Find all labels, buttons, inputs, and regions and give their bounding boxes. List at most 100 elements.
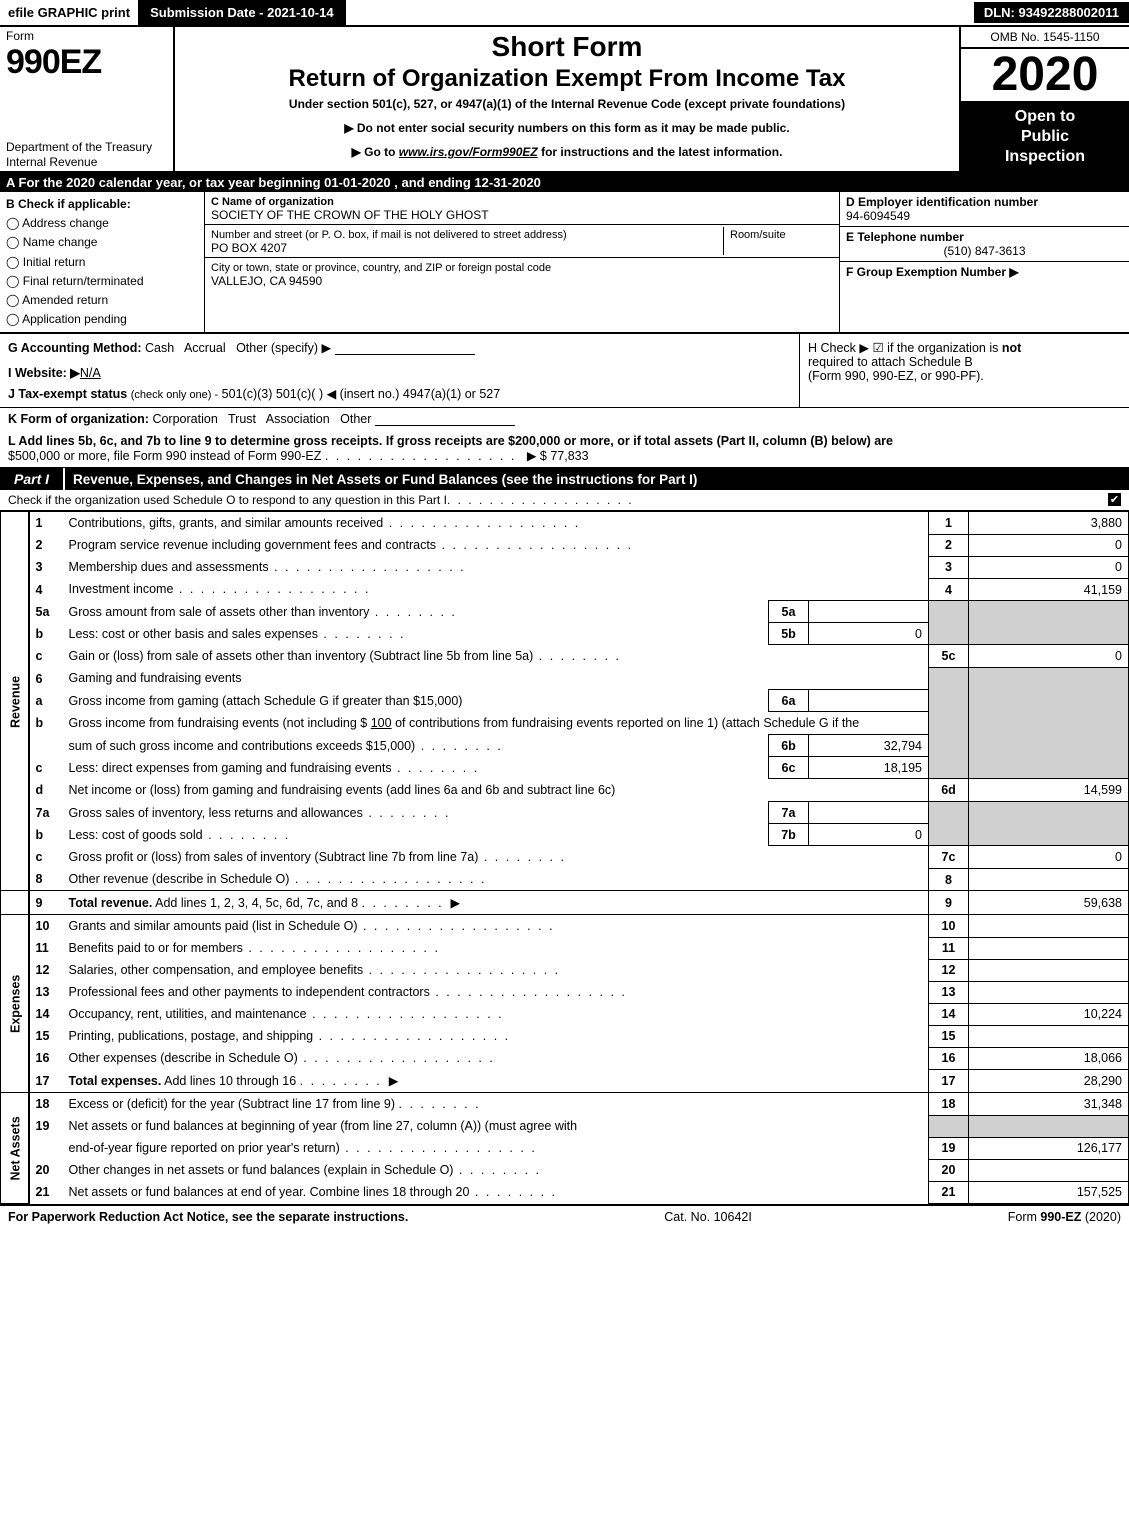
l-text1: L Add lines 5b, 6c, and 7b to line 9 to … <box>8 434 893 448</box>
line-num: 1 <box>929 512 969 535</box>
goto-pre: ▶ Go to <box>352 145 399 159</box>
table-row: 5a Gross amount from sale of assets othe… <box>1 601 1129 623</box>
j-small: (check only one) - <box>131 389 218 401</box>
org-city: VALLEJO, CA 94590 <box>211 274 322 288</box>
table-row: Net Assets 18 Excess or (deficit) for th… <box>1 1093 1129 1116</box>
part-i-header: Part I Revenue, Expenses, and Changes in… <box>0 468 1129 490</box>
d-value: 94-6094549 <box>846 209 910 223</box>
column-def: D Employer identification number 94-6094… <box>839 192 1129 332</box>
table-row: 11 Benefits paid to or for members 11 <box>1 937 1129 959</box>
chk-application-pending[interactable]: ◯ Application pending <box>6 310 198 329</box>
d-ein: D Employer identification number 94-6094… <box>840 192 1129 227</box>
g-cash: Cash <box>145 341 174 355</box>
form-word: Form <box>6 29 167 43</box>
part-i-title: Revenue, Expenses, and Changes in Net As… <box>65 469 1129 490</box>
return-title: Return of Organization Exempt From Incom… <box>185 65 949 93</box>
k-label: K Form of organization: <box>8 412 149 426</box>
j-opt1: 501(c)(3) <box>222 387 273 401</box>
g-other-blank[interactable] <box>335 341 475 355</box>
info-grid: B Check if applicable: ◯ Address change … <box>0 192 1129 334</box>
part-i-sub-text: Check if the organization used Schedule … <box>8 493 447 507</box>
b-title: B Check if applicable: <box>6 197 131 211</box>
form-number: 990EZ <box>6 43 167 82</box>
part-i-check[interactable]: ✔ <box>1108 493 1121 506</box>
chk-initial-return[interactable]: ◯ Initial return <box>6 253 198 272</box>
org-city-row: City or town, state or province, country… <box>205 258 839 332</box>
d-label: D Employer identification number <box>846 195 1038 209</box>
table-row: 20 Other changes in net assets or fund b… <box>1 1159 1129 1181</box>
j-opt4: 527 <box>479 387 500 401</box>
short-form-title: Short Form <box>185 31 949 63</box>
k-other-blank[interactable] <box>375 412 515 426</box>
table-row: 3 Membership dues and assessments 3 0 <box>1 556 1129 578</box>
omb-number: OMB No. 1545-1150 <box>961 27 1129 49</box>
j-opt3: 4947(a)(1) or <box>403 387 476 401</box>
org-address-row: Number and street (or P. O. box, if mail… <box>205 225 839 258</box>
chk-address-change[interactable]: ◯ Address change <box>6 214 198 233</box>
no-ssn-text: ▶ Do not enter social security numbers o… <box>185 121 949 135</box>
line-k: K Form of organization: Corporation Trus… <box>0 408 1129 430</box>
footer-right: Form 990-EZ (2020) <box>1008 1210 1121 1224</box>
g-accounting: G Accounting Method: Cash Accrual Other … <box>0 334 799 407</box>
j-opt2: 501(c)( ) ◀ (insert no.) <box>276 387 400 401</box>
addr-label: Number and street (or P. O. box, if mail… <box>211 229 567 241</box>
j-label: J Tax-exempt status <box>8 387 127 401</box>
h-line1: H Check ▶ ☑ if the organization is <box>808 341 1002 355</box>
side-revenue: Revenue <box>1 512 29 891</box>
e-label: E Telephone number <box>846 230 964 244</box>
k-opt-1: Trust <box>228 412 256 426</box>
h-line2: required to attach Schedule B <box>808 355 973 369</box>
l-text2: $500,000 or more, file Form 990 instead … <box>8 449 321 463</box>
org-name: SOCIETY OF THE CROWN OF THE HOLY GHOST <box>211 208 489 222</box>
financial-table: Revenue 1 Contributions, gifts, grants, … <box>0 511 1129 1204</box>
under-section-text: Under section 501(c), 527, or 4947(a)(1)… <box>185 97 949 111</box>
l-amount: 77,833 <box>550 449 588 463</box>
table-row: end-of-year figure reported on prior yea… <box>1 1137 1129 1159</box>
g-label: G Accounting Method: <box>8 341 142 355</box>
g-accrual: Accrual <box>184 341 226 355</box>
e-phone: E Telephone number (510) 847-3613 <box>840 227 1129 262</box>
part-i-sub: Check if the organization used Schedule … <box>0 490 1129 511</box>
table-row: Expenses 10 Grants and similar amounts p… <box>1 915 1129 938</box>
h-schedule-b: H Check ▶ ☑ if the organization is not r… <box>799 334 1129 407</box>
inspection-line-1: Open to <box>1015 108 1075 125</box>
table-row: 2 Program service revenue including gove… <box>1 534 1129 556</box>
table-row: Revenue 1 Contributions, gifts, grants, … <box>1 512 1129 535</box>
department-label: Department of the Treasury Internal Reve… <box>6 140 167 169</box>
tax-year: 2020 <box>961 49 1129 103</box>
dept-line-1: Department of the Treasury <box>6 140 152 154</box>
table-row: c Gross profit or (loss) from sales of i… <box>1 846 1129 869</box>
k-opt-0: Corporation <box>152 412 217 426</box>
chk-name-change[interactable]: ◯ Name change <box>6 233 198 252</box>
line-desc: Contributions, gifts, grants, and simila… <box>63 512 929 535</box>
e-value: (510) 847-3613 <box>846 244 1123 258</box>
goto-link[interactable]: www.irs.gov/Form990EZ <box>399 145 538 159</box>
form-header: Form 990EZ Department of the Treasury In… <box>0 27 1129 173</box>
f-label: F Group Exemption Number ▶ <box>846 265 1019 279</box>
inspection-line-2: Public <box>1021 128 1069 145</box>
header-left: Form 990EZ Department of the Treasury In… <box>0 27 175 171</box>
submission-date-label: Submission Date - 2021-10-14 <box>138 0 346 25</box>
org-name-row: C Name of organization SOCIETY OF THE CR… <box>205 192 839 225</box>
side-expenses: Expenses <box>1 915 29 1093</box>
table-row: 13 Professional fees and other payments … <box>1 981 1129 1003</box>
gh-row: G Accounting Method: Cash Accrual Other … <box>0 334 1129 408</box>
part-i-tab: Part I <box>0 468 65 490</box>
f-group-exemption: F Group Exemption Number ▶ <box>840 262 1129 332</box>
footer-left: For Paperwork Reduction Act Notice, see … <box>8 1210 408 1224</box>
inspection-badge: Open to Public Inspection <box>961 103 1129 171</box>
goto-post: for instructions and the latest informat… <box>538 145 783 159</box>
column-c: C Name of organization SOCIETY OF THE CR… <box>205 192 839 332</box>
chk-final-return[interactable]: ◯ Final return/terminated <box>6 272 198 291</box>
c-name-label: C Name of organization <box>211 196 334 208</box>
chk-amended-return[interactable]: ◯ Amended return <box>6 291 198 310</box>
line-no: 1 <box>29 512 63 535</box>
room-label: Room/suite <box>730 229 786 241</box>
page-footer: For Paperwork Reduction Act Notice, see … <box>0 1204 1129 1228</box>
table-row: 6 Gaming and fundraising events <box>1 667 1129 690</box>
l-arrow: ▶ $ <box>527 449 551 463</box>
row-a-tax-year: A For the 2020 calendar year, or tax yea… <box>0 173 1129 192</box>
h-line3: (Form 990, 990-EZ, or 990-PF). <box>808 369 984 383</box>
table-row: 7a Gross sales of inventory, less return… <box>1 802 1129 824</box>
part-i-dots <box>447 493 634 507</box>
